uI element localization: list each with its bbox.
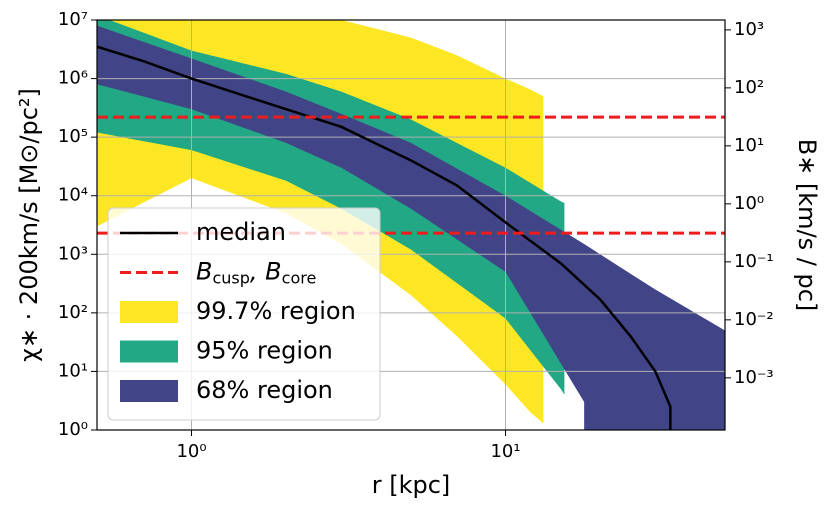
confidence-band: [97, 25, 725, 430]
legend-label-part: B: [196, 258, 212, 286]
legend-label: Bcusp, Bcore: [196, 258, 316, 288]
y2-axis-label: B∗ [km/s / pc]: [793, 139, 821, 312]
y-tick-label: 10⁷: [58, 9, 88, 30]
x-tick-label: 10¹: [490, 441, 520, 462]
y-tick-label: 10⁰: [58, 419, 88, 440]
y-tick-label: 10¹: [58, 360, 88, 381]
y-tick-label: 10³: [58, 243, 88, 264]
median-line: [97, 45, 672, 430]
y-tick-label: 10⁵: [58, 126, 88, 147]
legend-label: 95% region: [196, 337, 333, 365]
plot-frame: [96, 19, 726, 431]
legend-label: 68% region: [196, 376, 333, 404]
confidence-band: [97, 20, 565, 430]
y2-tick-label: 10⁻²: [734, 309, 774, 330]
legend: median Bcusp, Bcore 99.7% region 95% region…: [107, 207, 381, 421]
y2-tick-label: 10²: [734, 77, 764, 98]
legend-swatch: [120, 380, 178, 402]
legend-swatch: [120, 340, 178, 363]
legend-label-part: core: [282, 268, 317, 287]
legend-label-part: cusp: [212, 268, 249, 287]
x-axis-label: r [kpc]: [372, 471, 451, 499]
y2-tick-label: 10⁻³: [734, 367, 774, 388]
y-tick-label: 10²: [58, 302, 88, 323]
legend-box: [107, 207, 381, 421]
y-axis-label: χ∗ · 200km/s [M⊙/pc²]: [15, 88, 43, 362]
y2-tick-label: 10⁻¹: [734, 251, 774, 272]
legend-label: median: [196, 218, 286, 246]
y-tick-label: 10⁶: [58, 68, 88, 89]
axis-layer: 10⁰ 10¹ 10⁰ 10¹ 10² 10³ 10⁴ 10⁵ 10⁶ 10⁷ 10⁻³ 10⁻² 10…: [58, 9, 774, 462]
y-tick-label: 10⁴: [58, 185, 88, 206]
y2-tick-label: 10⁰: [734, 193, 764, 214]
legend-label-part: , B: [250, 258, 282, 286]
legend-label: 99.7% region: [196, 297, 356, 325]
x-tick-label: 10⁰: [176, 441, 206, 462]
legend-swatch: [120, 301, 178, 323]
y2-tick-label: 10¹: [734, 135, 764, 156]
y2-tick-label: 10³: [734, 19, 764, 40]
